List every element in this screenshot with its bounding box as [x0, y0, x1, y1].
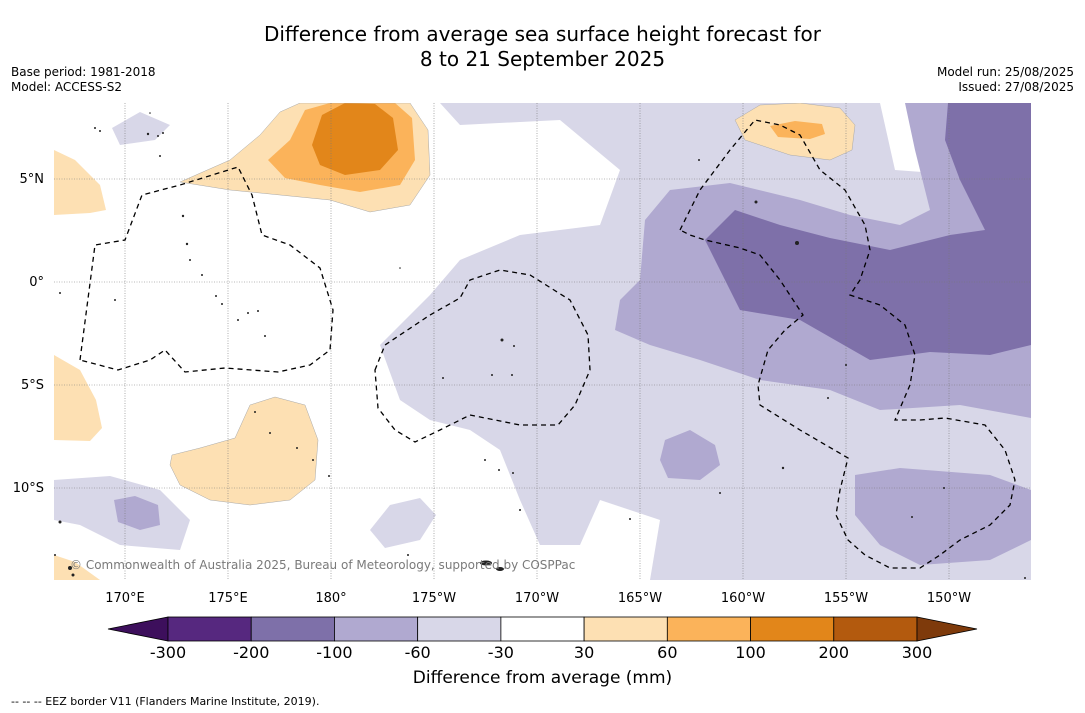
colorbar [107, 616, 978, 642]
colorbar-tick-label: -30 [487, 643, 514, 662]
lon-label-170e: 170°E [105, 591, 145, 606]
lon-label-170w: 170°W [515, 591, 559, 606]
eez-borders [79, 119, 1016, 569]
colorbar-segment [417, 616, 502, 642]
lat-label-5n: 5°N [20, 172, 45, 187]
colorbar-segment [833, 616, 918, 642]
base-period: Base period: 1981-2018 [11, 65, 156, 79]
colorbar-tick-label: -300 [149, 643, 187, 662]
colorbar-segment [583, 616, 668, 642]
colorbar-segment [250, 616, 335, 642]
colorbar-tick-label: 60 [657, 643, 678, 662]
islands [54, 112, 1026, 579]
title-line-1: Difference from average sea surface heig… [263, 22, 822, 46]
colorbar-extend-low [107, 616, 169, 642]
positive-anomaly-medium-ne [770, 121, 825, 139]
model-name: Model: ACCESS-S2 [11, 80, 123, 94]
title-line-2: 8 to 21 September 2025 [419, 47, 666, 71]
chart-title: Difference from average sea surface heig… [0, 22, 1085, 72]
lat-label-5s: 5°S [21, 378, 44, 393]
negative-anomaly-light-nw [112, 112, 170, 145]
eez-kiribati-phoenix [374, 269, 591, 443]
eez-footnote: -- -- -- EEZ border V11 (Flanders Marine… [11, 695, 320, 708]
copyright-notice: © Commonwealth of Australia 2025, Bureau… [70, 558, 576, 572]
negative-anomaly-medium-south [855, 468, 1031, 565]
lon-label-155w: 155°W [824, 591, 868, 606]
colorbar-segment [666, 616, 751, 642]
negative-anomaly-medium-sw [114, 496, 160, 530]
map-panel [54, 103, 1031, 580]
colorbar-tick-label: -200 [233, 643, 270, 662]
colorbar-segment [500, 616, 585, 642]
colorbar-segment [750, 616, 835, 642]
negative-anomaly-light-top-strip [630, 103, 690, 112]
model-run: Model run: 25/08/2025 [936, 65, 1074, 79]
colorbar-tick-label: 30 [573, 643, 595, 662]
colorbar-tick-label: 100 [735, 643, 766, 662]
colorbar-extend-high [916, 616, 978, 642]
lon-label-175w: 175°W [412, 591, 456, 606]
meta-right: Model run: 25/08/2025 Issued: 27/08/2025 [937, 65, 1074, 95]
positive-anomaly-light-corner [54, 555, 100, 580]
gridlines [54, 103, 1031, 580]
positive-anomaly-light-west-south [54, 355, 102, 441]
negative-anomaly-dark-east [705, 103, 1031, 360]
negative-anomaly-light-south-islands [370, 498, 436, 548]
negative-anomaly-medium-islet [660, 430, 720, 480]
colorbar-tick-label: -100 [316, 643, 353, 662]
colorbar-tick-label: 300 [901, 643, 933, 662]
lon-label-180: 180° [315, 591, 346, 606]
lon-label-150w: 150°W [927, 591, 971, 606]
colorbar-segment [334, 616, 419, 642]
meta-left: Base period: 1981-2018 Model: ACCESS-S2 [11, 65, 156, 95]
colorbar-tick-label: -60 [404, 643, 431, 662]
positive-anomaly-light-south [170, 397, 318, 505]
colorbar-tick-label: 200 [818, 643, 850, 662]
lon-label-165w: 165°W [618, 591, 662, 606]
eez-kiribati-gilbert [79, 166, 334, 373]
colorbar-segment [167, 616, 252, 642]
positive-anomaly-strong-north [312, 103, 398, 175]
contour-outlines [169, 103, 856, 506]
lon-label-160w: 160°W [721, 591, 765, 606]
positive-anomaly-light-west [54, 150, 106, 215]
colorbar-label: Difference from average (mm) [412, 668, 673, 688]
issued-date: Issued: 27/08/2025 [958, 80, 1074, 94]
lat-label-0: 0° [29, 275, 44, 290]
eez-kiribati-line [679, 119, 1016, 569]
lon-label-175e: 175°E [208, 591, 248, 606]
lat-label-10s: 10°S [13, 481, 44, 496]
